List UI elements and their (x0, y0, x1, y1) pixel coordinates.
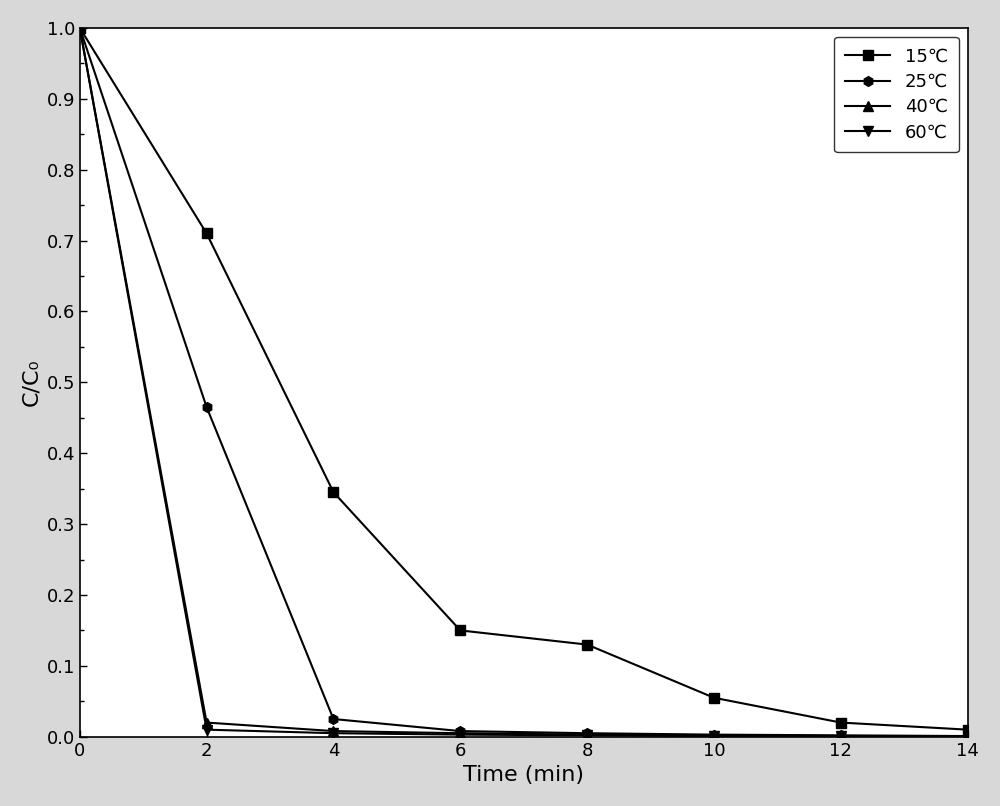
Line: 25℃: 25℃ (75, 23, 973, 741)
15℃ (835, 717, 847, 727)
25℃ (74, 23, 86, 33)
60℃ (962, 731, 974, 741)
40℃ (581, 729, 593, 739)
15℃ (201, 229, 213, 239)
25℃ (835, 730, 847, 740)
15℃ (708, 693, 720, 703)
15℃ (74, 23, 86, 33)
60℃ (327, 729, 339, 738)
Line: 15℃: 15℃ (75, 23, 973, 734)
60℃ (74, 23, 86, 33)
15℃ (327, 488, 339, 497)
40℃ (962, 731, 974, 741)
15℃ (962, 725, 974, 734)
60℃ (201, 725, 213, 734)
60℃ (581, 730, 593, 740)
60℃ (708, 731, 720, 741)
Line: 60℃: 60℃ (75, 23, 973, 741)
25℃ (708, 729, 720, 739)
25℃ (327, 714, 339, 724)
40℃ (201, 717, 213, 727)
X-axis label: Time (min): Time (min) (463, 765, 584, 785)
40℃ (454, 729, 466, 738)
40℃ (327, 726, 339, 736)
15℃ (454, 625, 466, 635)
Y-axis label: C/C₀: C/C₀ (21, 359, 41, 406)
Legend: 15℃, 25℃, 40℃, 60℃: 15℃, 25℃, 40℃, 60℃ (834, 37, 959, 152)
25℃ (581, 729, 593, 738)
40℃ (835, 731, 847, 741)
25℃ (201, 402, 213, 412)
40℃ (74, 23, 86, 33)
15℃ (581, 640, 593, 650)
60℃ (835, 731, 847, 741)
25℃ (454, 726, 466, 736)
25℃ (962, 731, 974, 741)
Line: 40℃: 40℃ (75, 23, 973, 741)
60℃ (454, 729, 466, 739)
40℃ (708, 730, 720, 740)
